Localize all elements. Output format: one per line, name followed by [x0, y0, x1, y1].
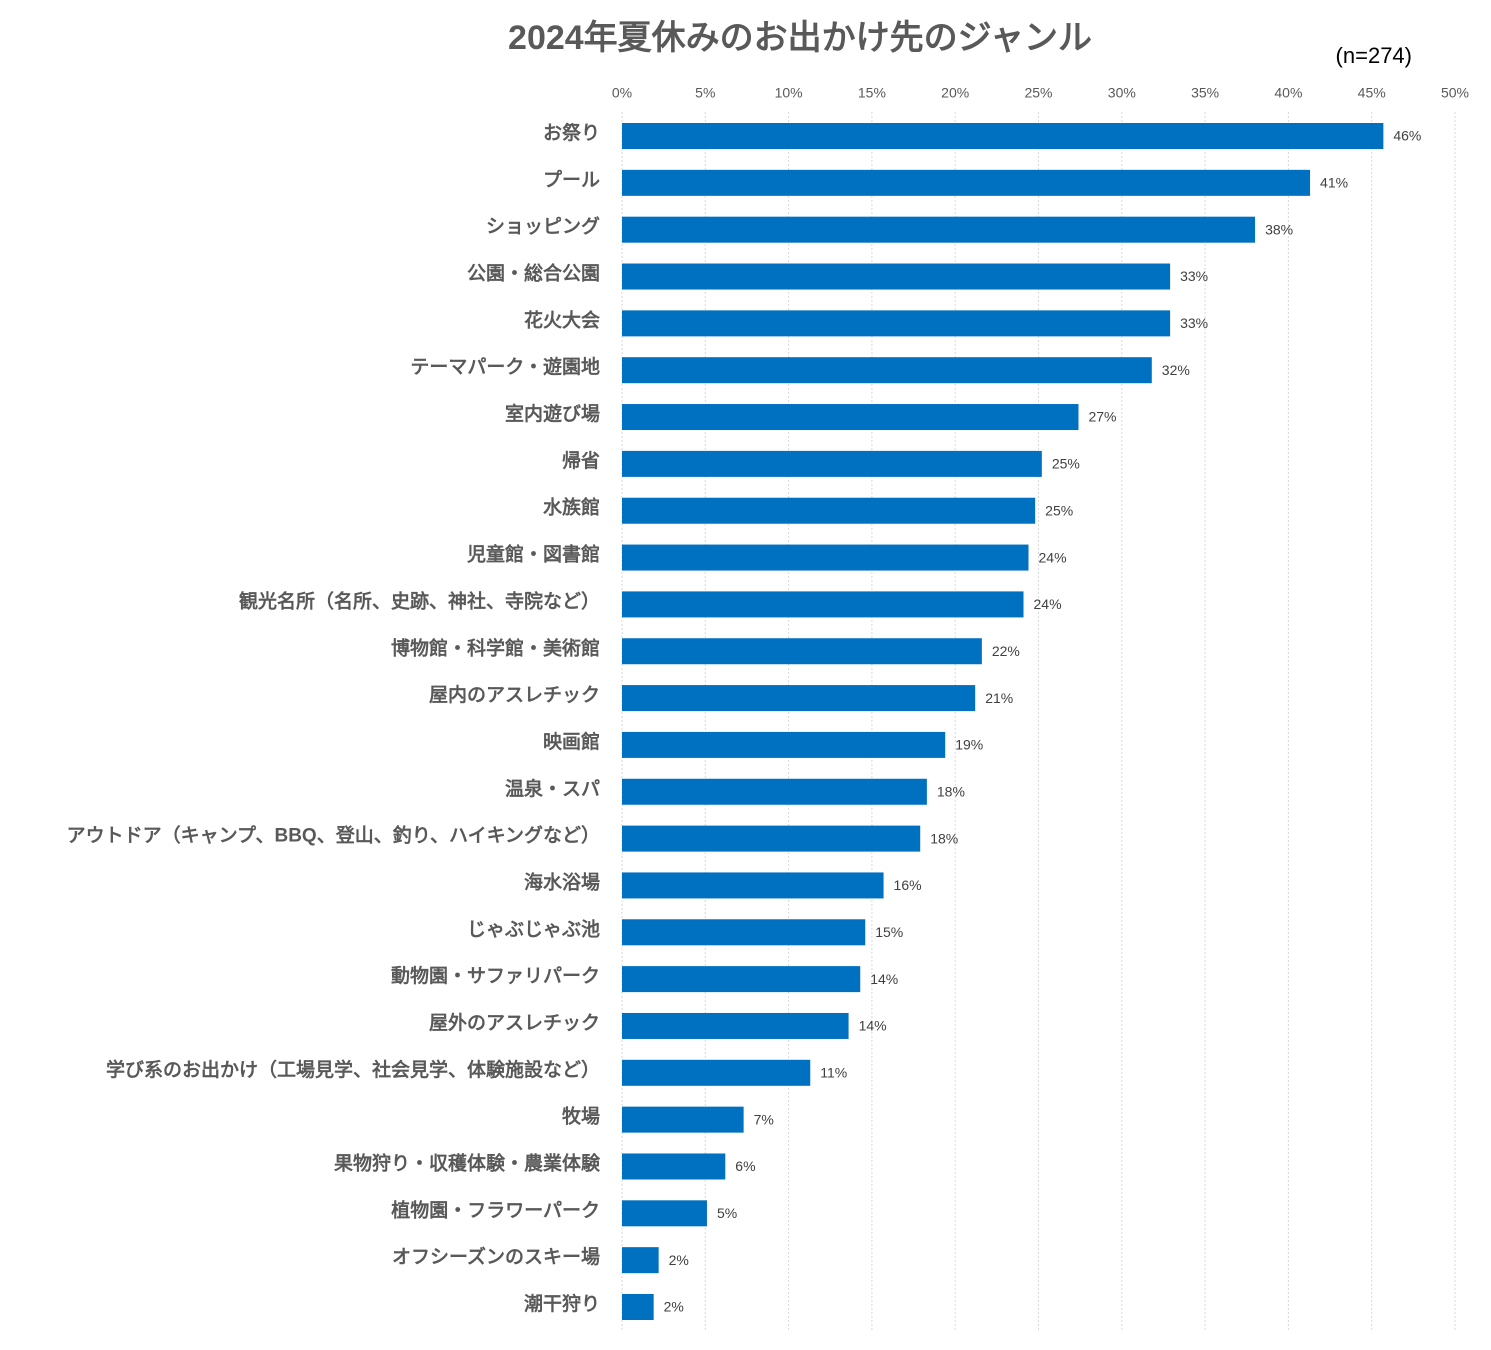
category-label: 牧場 [562, 1105, 600, 1128]
bar [622, 638, 982, 665]
category-label: 博物館・科学館・美術館 [391, 636, 600, 659]
category-label: 児童館・図書館 [466, 543, 600, 566]
bar [622, 123, 1384, 149]
value-label: 18% [930, 830, 958, 846]
bar [622, 310, 1171, 337]
bar [622, 357, 1152, 384]
sample-size: (n=274) [1336, 43, 1412, 68]
x-tick-label: 20% [941, 85, 969, 101]
category-label: 花火大会 [524, 308, 600, 331]
bar [622, 966, 861, 993]
value-label: 2% [669, 1252, 689, 1268]
value-label: 14% [870, 971, 898, 987]
category-label: オフシーズンのスキー場 [392, 1245, 600, 1268]
category-label: 屋内のアスレチック [429, 683, 600, 706]
value-label: 6% [735, 1158, 755, 1174]
x-tick-label: 0% [612, 85, 632, 101]
value-label: 18% [937, 783, 965, 799]
bar [622, 1200, 707, 1227]
x-tick-label: 45% [1358, 85, 1386, 101]
category-label: 屋外のアスレチック [429, 1011, 600, 1034]
bar [622, 1059, 811, 1086]
value-label: 25% [1045, 502, 1073, 518]
x-tick-label: 15% [858, 85, 886, 101]
category-label: 帰省 [562, 450, 600, 472]
value-label: 19% [955, 737, 983, 753]
category-label: 果物狩り・収穫体験・農業体験 [333, 1151, 601, 1174]
bar [622, 263, 1171, 290]
category-label: お祭り [543, 121, 600, 144]
category-label: 室内遊び場 [505, 402, 600, 425]
category-label: 動物園・サファリパーク [391, 964, 600, 987]
bar [622, 1247, 659, 1274]
category-label: ショッピング [486, 215, 600, 238]
bar [622, 450, 1042, 477]
bar [622, 1012, 849, 1039]
x-tick-label: 30% [1108, 85, 1136, 101]
value-label: 27% [1088, 409, 1116, 425]
bar [622, 919, 866, 946]
value-label: 33% [1180, 315, 1208, 331]
value-label: 16% [894, 877, 922, 893]
x-tick-label: 40% [1274, 85, 1302, 101]
category-label: 温泉・スパ [505, 777, 600, 800]
value-label: 2% [664, 1299, 684, 1315]
value-label: 21% [985, 690, 1013, 706]
category-label: アウトドア（キャンプ、BBQ、登山、釣り、ハイキングなど） [67, 824, 600, 847]
bar [622, 825, 921, 852]
bar [622, 544, 1029, 571]
bar [622, 216, 1256, 243]
category-label: 公園・総合公園 [467, 262, 600, 285]
bar [622, 1294, 654, 1320]
category-label: 植物園・フラワーパーク [391, 1198, 600, 1221]
bar [622, 872, 884, 899]
value-label: 7% [754, 1111, 774, 1127]
x-tick-label: 5% [695, 85, 715, 101]
value-label: 11% [820, 1065, 847, 1081]
x-tick-label: 50% [1441, 85, 1469, 101]
x-tick-label: 35% [1191, 85, 1219, 101]
bar [622, 404, 1079, 431]
chart-title: 2024年夏休みのお出かけ先のジャンル [508, 19, 1092, 57]
category-label: 観光名所（名所、史跡、神社、寺院など） [239, 589, 600, 612]
bar [622, 778, 927, 805]
category-label: 学び系のお出かけ（工場見学、社会見学、体験施設など） [106, 1058, 600, 1081]
value-label: 15% [875, 924, 903, 940]
x-tick-label: 25% [1024, 85, 1052, 101]
value-label: 41% [1320, 175, 1348, 191]
category-label: 潮干狩り [524, 1292, 600, 1315]
category-label: じゃぶじゃぶ池 [467, 917, 600, 940]
value-label: 22% [992, 643, 1020, 659]
value-label: 46% [1393, 128, 1421, 144]
value-label: 14% [859, 1018, 887, 1034]
category-label: テーマパーク・遊園地 [410, 355, 600, 378]
bar [622, 591, 1024, 618]
value-label: 32% [1162, 362, 1190, 378]
category-label: 水族館 [543, 496, 600, 519]
bar [622, 731, 946, 758]
bar [622, 685, 976, 712]
value-label: 25% [1052, 456, 1080, 472]
value-label: 24% [1039, 549, 1067, 565]
category-label: プール [543, 168, 600, 191]
category-label: 映画館 [543, 730, 600, 753]
bar [622, 1153, 726, 1180]
bar [622, 169, 1311, 196]
value-label: 5% [717, 1205, 737, 1221]
category-label: 海水浴場 [524, 870, 600, 893]
value-label: 33% [1180, 268, 1208, 284]
value-label: 24% [1034, 596, 1062, 612]
bar [622, 497, 1036, 524]
value-label: 38% [1265, 221, 1293, 237]
bar [622, 1106, 744, 1133]
x-tick-label: 10% [775, 85, 803, 101]
